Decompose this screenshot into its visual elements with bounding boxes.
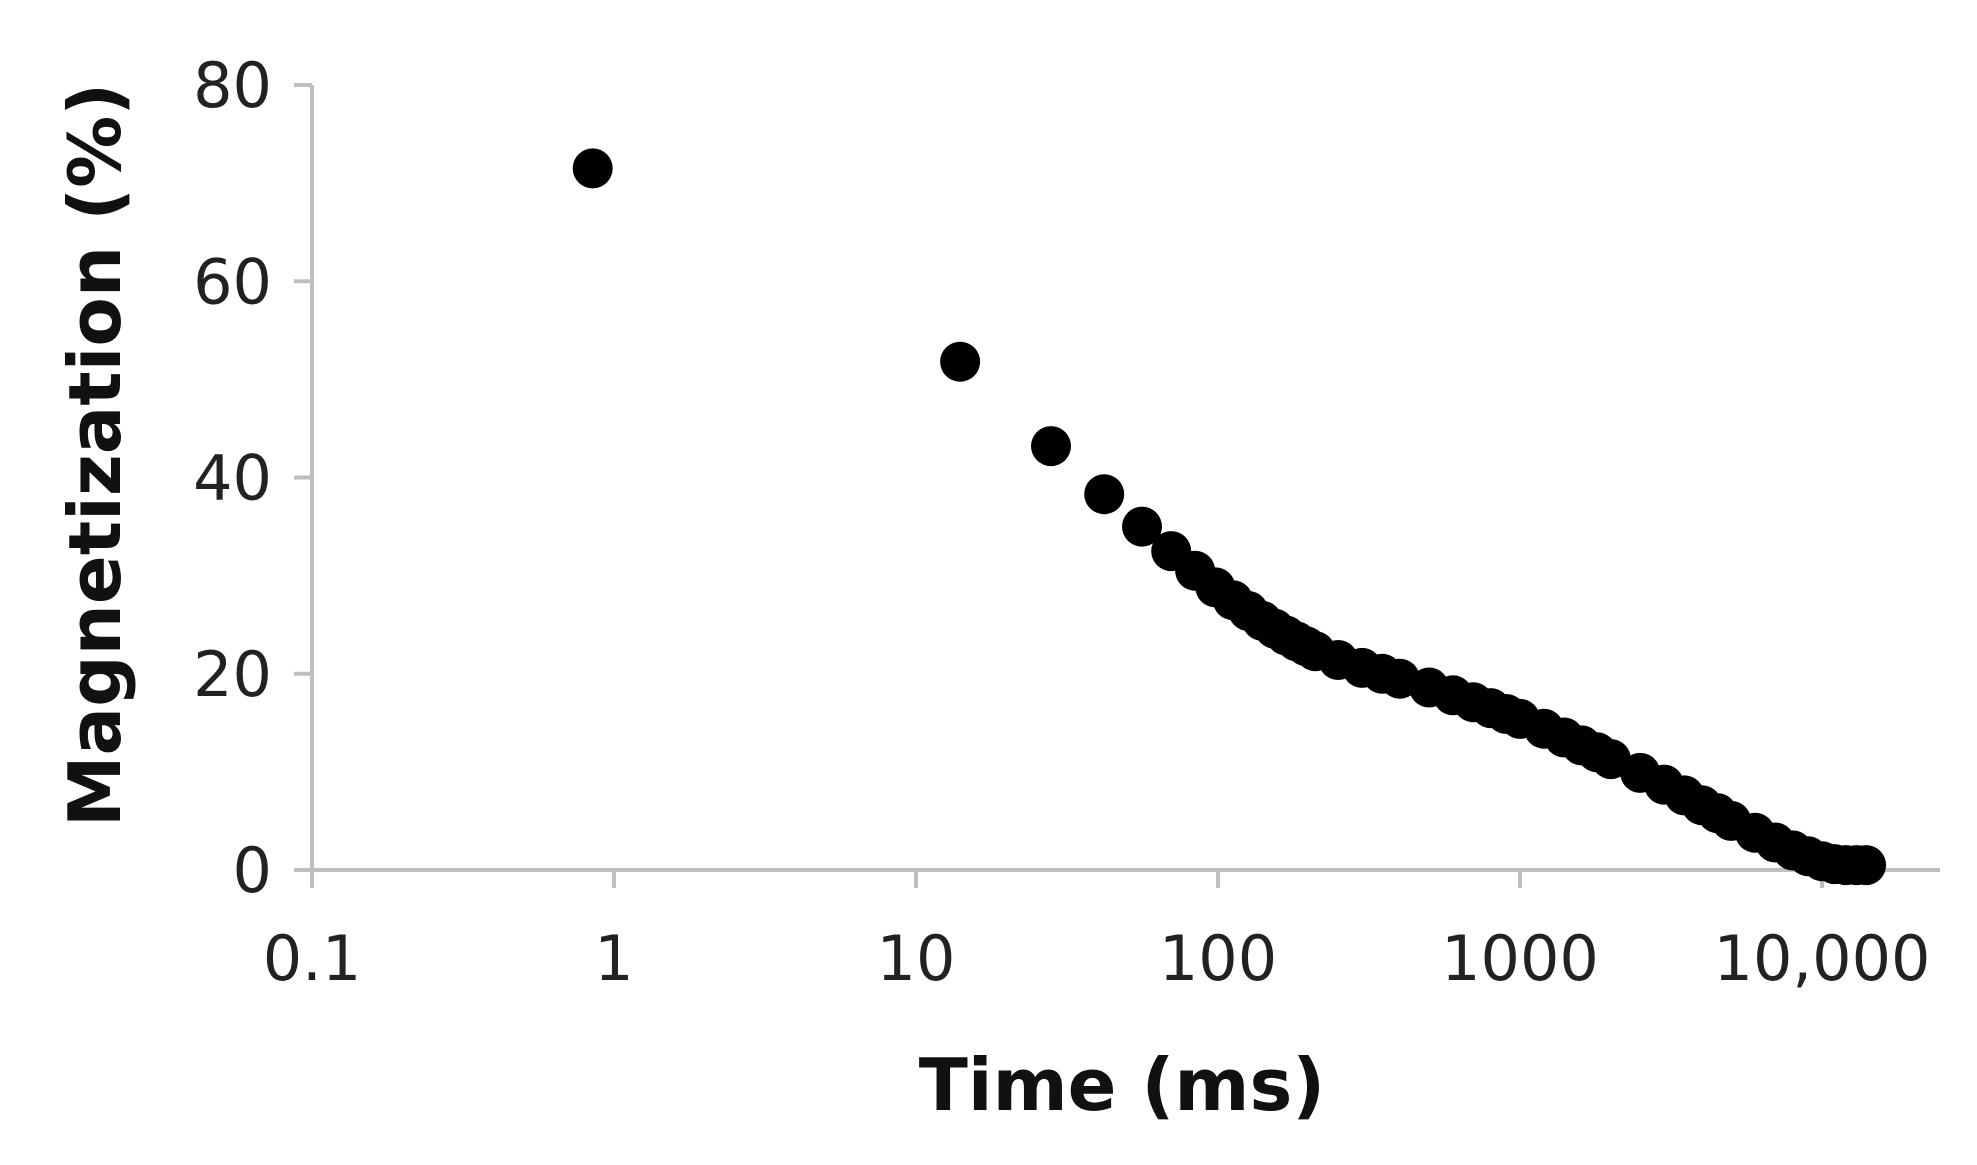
data-point	[1122, 506, 1162, 547]
data-point	[1846, 845, 1887, 886]
x-tick-label: 10,000	[1714, 922, 1931, 995]
x-axis-title: Time (ms)	[919, 1043, 1325, 1127]
x-tick-label: 10	[877, 922, 956, 995]
data-point	[1084, 474, 1125, 515]
data-points	[572, 148, 1887, 886]
y-tick-label: 40	[193, 442, 272, 515]
data-point	[940, 341, 981, 382]
data-point	[1031, 426, 1071, 467]
y-axis: 0 20 40 60 80	[193, 49, 314, 907]
x-tick-label: 100	[1159, 922, 1277, 995]
y-tick-label: 60	[193, 245, 272, 318]
data-point	[572, 148, 613, 189]
x-tick-label: 0.1	[263, 922, 362, 995]
y-tick-label: 80	[193, 49, 272, 122]
x-axis: 0.1 1 10 100 1000 10,000	[263, 868, 1940, 995]
y-tick-label: 20	[193, 638, 272, 711]
y-axis-title: Magnetization (%)	[53, 83, 137, 827]
y-tick-label: 0	[233, 834, 272, 907]
x-tick-label: 1	[594, 922, 633, 995]
x-tick-label: 1000	[1441, 922, 1599, 995]
